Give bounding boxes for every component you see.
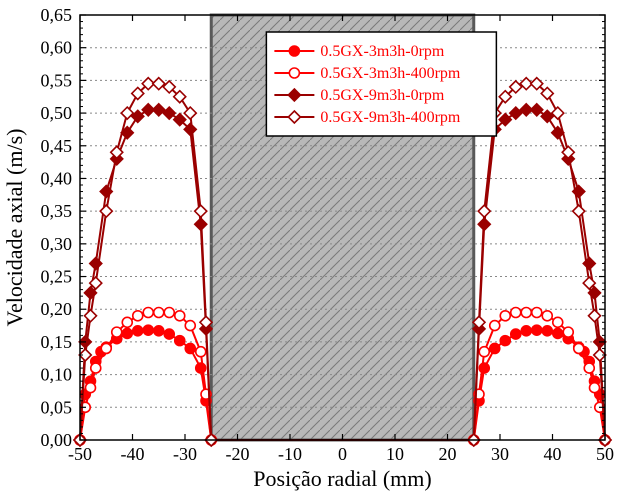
legend-label: 0.5GX-3m3h-0rpm: [320, 43, 445, 60]
svg-text:0,45: 0,45: [41, 136, 73, 156]
legend-label: 0.5GX-9m3h-0rpm: [320, 87, 445, 104]
svg-text:0,30: 0,30: [41, 234, 73, 254]
svg-text:0,15: 0,15: [41, 332, 73, 352]
svg-text:0,05: 0,05: [41, 397, 73, 417]
svg-text:0,55: 0,55: [41, 70, 73, 90]
svg-text:50: 50: [596, 444, 614, 464]
svg-text:40: 40: [544, 444, 562, 464]
svg-text:0: 0: [338, 444, 347, 464]
svg-text:-40: -40: [121, 444, 145, 464]
legend-label: 0.5GX-3m3h-400rpm: [320, 65, 461, 82]
svg-text:10: 10: [386, 444, 404, 464]
svg-text:0,60: 0,60: [41, 38, 73, 58]
svg-text:0,25: 0,25: [41, 267, 73, 287]
svg-text:0,35: 0,35: [41, 201, 73, 221]
svg-text:-10: -10: [278, 444, 302, 464]
svg-text:0,50: 0,50: [41, 103, 73, 123]
axial-velocity-chart: -50-40-30-20-10010203040500,000,050,100,…: [0, 0, 625, 500]
svg-text:0,10: 0,10: [41, 365, 73, 385]
y-axis-label: Velocidade axial (m/s): [2, 129, 27, 327]
svg-text:-30: -30: [173, 444, 197, 464]
x-axis-label: Posição radial (mm): [253, 466, 431, 491]
svg-text:30: 30: [491, 444, 509, 464]
svg-text:0,65: 0,65: [41, 5, 73, 25]
svg-text:-20: -20: [226, 444, 250, 464]
svg-text:0,40: 0,40: [41, 168, 73, 188]
svg-text:0,20: 0,20: [41, 299, 73, 319]
svg-text:20: 20: [439, 444, 457, 464]
legend-label: 0.5GX-9m3h-400rpm: [320, 109, 461, 126]
svg-text:0,00: 0,00: [41, 430, 73, 450]
